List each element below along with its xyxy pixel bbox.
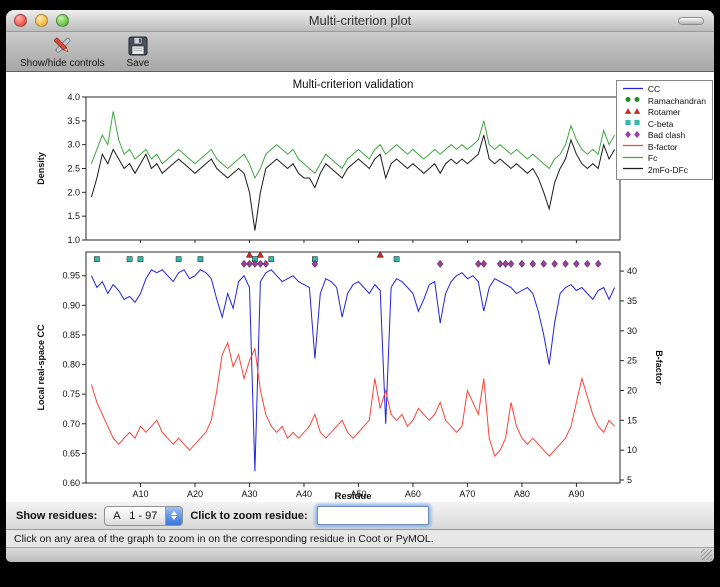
svg-text:A60: A60: [405, 489, 421, 499]
show-residues-label: Show residues:: [16, 509, 98, 522]
legend-marker-icon: [621, 118, 645, 131]
save-icon: [127, 35, 149, 57]
show-hide-controls-label: Show/hide controls: [20, 57, 105, 69]
svg-text:2.5: 2.5: [67, 164, 80, 174]
zoom-residue-label: Click to zoom residue:: [190, 509, 308, 522]
legend-marker-icon: [621, 107, 645, 120]
tools-icon: [49, 35, 75, 57]
zoom-window-button[interactable]: [56, 14, 69, 27]
status-text: Click on any area of the graph to zoom i…: [14, 532, 434, 545]
svg-text:5: 5: [627, 475, 632, 485]
svg-text:0.90: 0.90: [62, 300, 80, 310]
minimize-button[interactable]: [35, 14, 48, 27]
legend-line-swatch: [621, 164, 645, 177]
app-window: Multi-criterion plot Show/hide: [6, 10, 714, 562]
svg-text:4.0: 4.0: [67, 92, 80, 102]
resize-grip-icon[interactable]: [701, 549, 712, 560]
legend-label: Fc: [647, 153, 658, 163]
svg-text:A50: A50: [350, 489, 366, 499]
legend-label: C-beta: [647, 118, 674, 129]
legend-item-b-factor: B-factor: [621, 142, 706, 154]
traffic-lights: [14, 14, 69, 27]
svg-text:A70: A70: [459, 489, 475, 499]
svg-text:0.75: 0.75: [62, 389, 80, 399]
status-bar: Click on any area of the graph to zoom i…: [6, 530, 714, 548]
multi-criterion-chart[interactable]: Multi-criterion validation 1.0 1.5 2.0 2.5 3.…: [6, 72, 712, 502]
svg-text:A80: A80: [514, 489, 530, 499]
svg-text:A30: A30: [241, 489, 257, 499]
legend-label: Ramachandran: [647, 95, 706, 106]
save-button[interactable]: Save: [121, 34, 156, 70]
svg-text:10: 10: [627, 445, 637, 455]
svg-text:A90: A90: [568, 489, 584, 499]
plot-panel: Multi-criterion validation 1.0 1.5 2.0 2.5 3.…: [6, 72, 714, 502]
svg-text:1.5: 1.5: [67, 211, 80, 221]
svg-text:A10: A10: [132, 489, 148, 499]
svg-text:3.0: 3.0: [67, 140, 80, 150]
svg-text:Residue: Residue: [335, 491, 372, 502]
legend-label: Rotamer: [647, 107, 681, 117]
legend-marker-icon: [621, 130, 645, 143]
svg-text:40: 40: [627, 266, 637, 276]
legend-item-bad-clash: Bad clash: [621, 130, 706, 142]
svg-text:0.85: 0.85: [62, 330, 80, 340]
toolbar: Show/hide controls Save: [6, 32, 714, 72]
svg-text:A40: A40: [296, 489, 312, 499]
svg-text:2.0: 2.0: [67, 187, 80, 197]
select-stepper-icon: [165, 506, 183, 525]
svg-text:1.0: 1.0: [67, 235, 80, 245]
legend-item-2mfo-dfc: 2mFo-DFc: [621, 165, 706, 177]
residue-range-select[interactable]: A 1 - 97: [104, 505, 184, 526]
svg-text:3.5: 3.5: [67, 116, 80, 126]
legend-line-swatch: [621, 141, 645, 154]
close-button[interactable]: [14, 14, 27, 27]
titlebar[interactable]: Multi-criterion plot: [6, 10, 714, 32]
legend-item-fc: Fc: [621, 153, 706, 165]
legend-label: CC: [647, 84, 661, 94]
svg-text:A20: A20: [187, 489, 203, 499]
bottom-strip: [6, 548, 714, 562]
legend-line-swatch: [621, 84, 645, 97]
legend-line-swatch: [621, 153, 645, 166]
legend-item-rotamer: Rotamer: [621, 107, 706, 119]
svg-text:25: 25: [627, 356, 637, 366]
svg-text:0.95: 0.95: [62, 271, 80, 281]
legend-item-cc: CC: [621, 84, 706, 96]
svg-text:Multi-criterion validation: Multi-criterion validation: [293, 79, 414, 91]
legend-label: Bad clash: [647, 130, 686, 140]
svg-text:B-factor: B-factor: [654, 350, 664, 385]
svg-text:35: 35: [627, 296, 637, 306]
save-label: Save: [126, 57, 150, 69]
svg-text:Local real-space CC: Local real-space CC: [36, 324, 46, 411]
legend: CC Ramachandran Rotamer C-beta Bad clash B-fa…: [615, 80, 713, 180]
zoom-residue-input[interactable]: [316, 506, 429, 525]
legend-item-ramachandran: Ramachandran: [621, 96, 706, 108]
controls-bar: Show residues: A 1 - 97 Click to zoom re…: [6, 502, 714, 530]
svg-text:15: 15: [627, 415, 637, 425]
svg-text:30: 30: [627, 326, 637, 336]
legend-label: B-factor: [647, 141, 678, 152]
svg-text:Density: Density: [36, 152, 46, 185]
svg-text:0.80: 0.80: [62, 360, 80, 370]
svg-text:0.65: 0.65: [62, 448, 80, 458]
svg-text:0.70: 0.70: [62, 419, 80, 429]
legend-item-c-beta: C-beta: [621, 119, 706, 131]
toolbar-toggle-button[interactable]: [678, 17, 704, 25]
legend-label: 2mFo-DFc: [647, 164, 689, 175]
legend-marker-icon: [621, 95, 645, 108]
residue-range-value: A 1 - 97: [113, 509, 158, 522]
show-hide-controls-button[interactable]: Show/hide controls: [14, 34, 111, 70]
svg-text:0.60: 0.60: [62, 478, 80, 488]
window-title: Multi-criterion plot: [308, 13, 412, 28]
svg-text:20: 20: [627, 385, 637, 395]
